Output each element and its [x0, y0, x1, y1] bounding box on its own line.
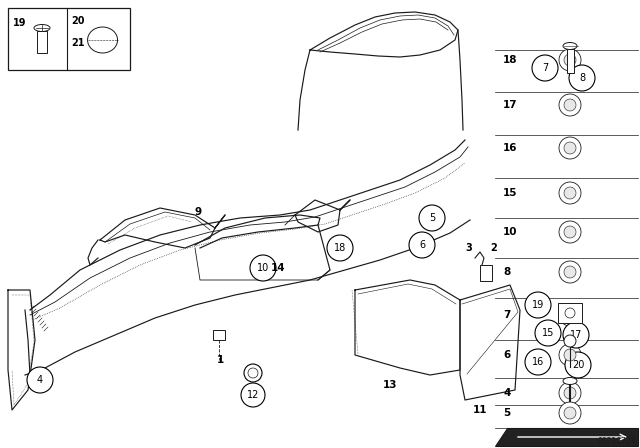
Circle shape: [559, 137, 581, 159]
Text: 5: 5: [429, 213, 435, 223]
Circle shape: [564, 266, 576, 278]
Circle shape: [564, 226, 576, 238]
Text: 19: 19: [13, 18, 26, 28]
Text: 18: 18: [503, 55, 518, 65]
Text: 5: 5: [503, 408, 510, 418]
Circle shape: [564, 187, 576, 199]
Circle shape: [564, 387, 576, 399]
Circle shape: [525, 349, 551, 375]
Text: 19: 19: [532, 300, 544, 310]
Text: 20: 20: [572, 360, 584, 370]
Circle shape: [564, 335, 576, 347]
Circle shape: [241, 383, 265, 407]
Circle shape: [559, 304, 581, 326]
Text: 21: 21: [72, 38, 85, 48]
Text: 10: 10: [257, 263, 269, 273]
Text: 16: 16: [532, 357, 544, 367]
Circle shape: [564, 309, 576, 321]
Circle shape: [535, 320, 561, 346]
Text: 8: 8: [579, 73, 585, 83]
Text: 15: 15: [503, 188, 518, 198]
Circle shape: [559, 49, 581, 71]
Text: 7: 7: [542, 63, 548, 73]
Circle shape: [559, 182, 581, 204]
Circle shape: [559, 94, 581, 116]
Text: 4: 4: [37, 375, 43, 385]
Text: 11: 11: [473, 405, 487, 415]
Text: 14: 14: [271, 263, 285, 273]
Bar: [558, 303, 582, 323]
Circle shape: [244, 364, 262, 382]
Circle shape: [559, 221, 581, 243]
Text: 17: 17: [503, 100, 518, 110]
Circle shape: [569, 65, 595, 91]
Text: 3: 3: [466, 243, 472, 253]
Bar: [567, 49, 574, 73]
Circle shape: [564, 142, 576, 154]
Circle shape: [565, 352, 591, 378]
Bar: [37, 31, 47, 53]
Bar: [8, 8, 130, 70]
Circle shape: [559, 261, 581, 283]
Ellipse shape: [563, 43, 577, 49]
Circle shape: [409, 232, 435, 258]
Text: 8: 8: [503, 267, 510, 277]
Circle shape: [559, 344, 581, 366]
Text: 9: 9: [195, 207, 202, 217]
Text: 4: 4: [503, 388, 510, 398]
Circle shape: [27, 367, 53, 393]
Text: 20: 20: [72, 16, 85, 26]
Circle shape: [564, 99, 576, 111]
Circle shape: [419, 205, 445, 231]
Circle shape: [559, 382, 581, 404]
Circle shape: [532, 55, 558, 81]
Ellipse shape: [34, 25, 50, 31]
Text: 6: 6: [419, 240, 425, 250]
Circle shape: [564, 407, 576, 419]
Text: 2: 2: [491, 243, 497, 253]
Circle shape: [248, 368, 258, 378]
Ellipse shape: [563, 378, 577, 384]
Text: 6: 6: [503, 350, 510, 360]
Text: 00216724: 00216724: [597, 437, 636, 446]
Text: 13: 13: [383, 380, 397, 390]
Circle shape: [563, 322, 589, 348]
Circle shape: [327, 235, 353, 261]
Text: 12: 12: [247, 390, 259, 400]
Text: 16: 16: [503, 143, 518, 153]
Circle shape: [564, 54, 576, 66]
Polygon shape: [495, 428, 638, 446]
Text: 18: 18: [334, 243, 346, 253]
Circle shape: [564, 349, 576, 361]
Text: 1: 1: [216, 355, 223, 365]
Ellipse shape: [88, 27, 118, 53]
Circle shape: [559, 402, 581, 424]
Text: 7: 7: [503, 310, 510, 320]
Text: 17: 17: [570, 330, 582, 340]
Text: 10: 10: [503, 227, 518, 237]
Circle shape: [565, 308, 575, 318]
Bar: [480, 265, 492, 281]
Circle shape: [250, 255, 276, 281]
Text: 15: 15: [542, 328, 554, 338]
Bar: [213, 330, 225, 340]
Circle shape: [525, 292, 551, 318]
